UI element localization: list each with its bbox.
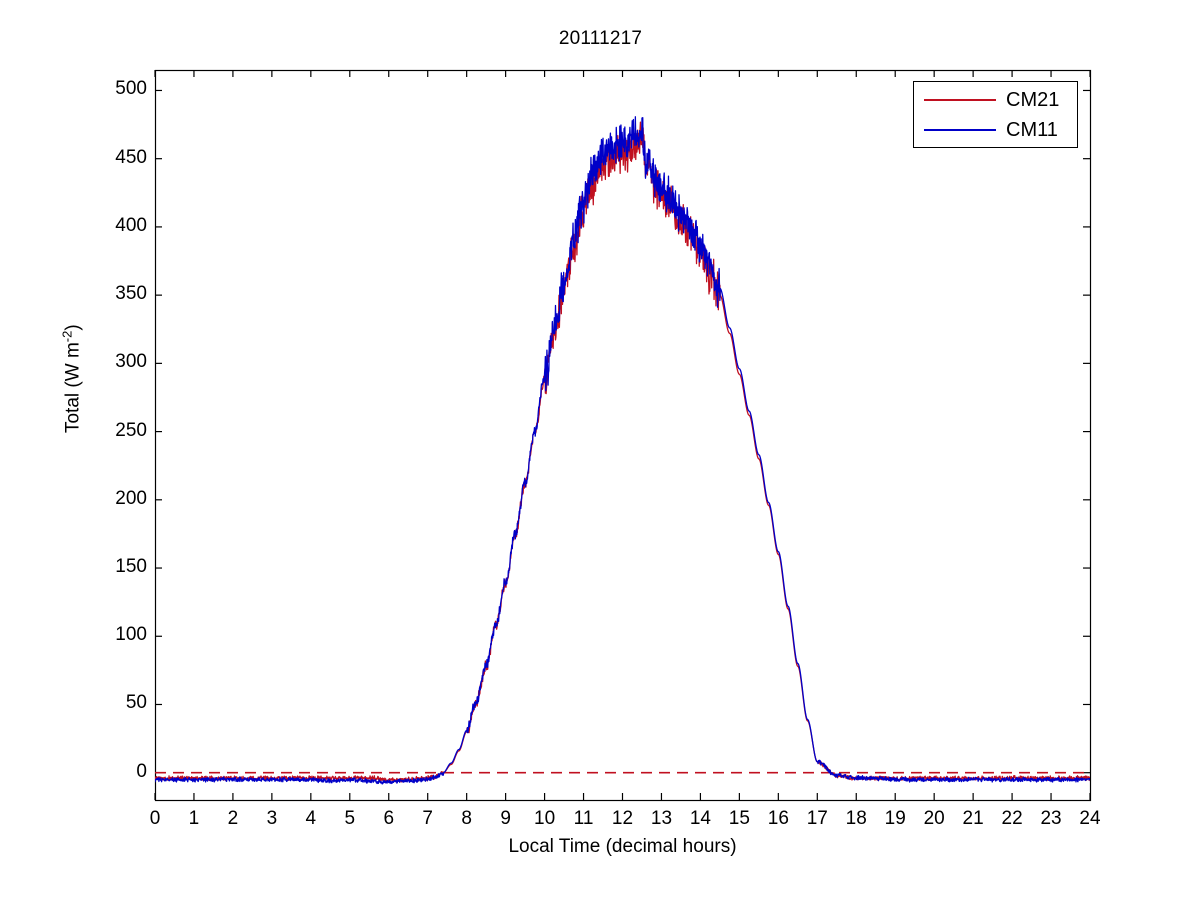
x-tick-label: 23	[1040, 808, 1062, 829]
data-series-layer	[155, 116, 1090, 785]
x-tick-label: 24	[1079, 808, 1101, 829]
x-tick-label: 16	[767, 808, 789, 829]
x-tick-label: 14	[689, 808, 711, 829]
x-tick-label: 7	[422, 808, 433, 829]
y-axis-label: Total (W m-2)	[59, 289, 84, 469]
x-axis-label: Local Time (decimal hours)	[508, 836, 737, 857]
legend-entry-cm11[interactable]: CM11	[914, 116, 1079, 144]
x-tick-label: 11	[573, 808, 594, 829]
axis-ticks	[154, 70, 1091, 800]
y-tick-label: 250	[115, 419, 147, 441]
x-tick-label: 17	[806, 808, 828, 829]
legend-swatch-cm21	[924, 99, 996, 101]
x-tick-label: 8	[461, 808, 472, 829]
x-tick-label: 18	[845, 808, 867, 829]
y-tick-label: 0	[136, 760, 147, 782]
y-axis-label-exponent: -2	[59, 330, 75, 343]
x-tick-label: 12	[611, 808, 634, 829]
x-tick-label: 9	[500, 808, 511, 829]
y-axis-label-base: Total (W m	[62, 342, 84, 434]
y-tick-label: 200	[115, 487, 147, 509]
x-tick-label: 3	[266, 808, 278, 829]
legend-label-cm11: CM11	[1006, 119, 1058, 141]
x-tick-label: 22	[1001, 808, 1023, 829]
x-tick-label: 21	[962, 808, 984, 829]
y-axis-label-close: )	[62, 324, 84, 331]
y-tick-label: 300	[115, 351, 147, 373]
y-tick-label: 350	[115, 283, 147, 305]
series-line-cm11	[155, 116, 1090, 785]
y-tick-label: 450	[115, 146, 147, 168]
x-tick-label: 10	[534, 808, 556, 829]
axes-box	[154, 69, 1092, 802]
x-tick-label: 6	[383, 808, 395, 829]
x-tick-label: 5	[344, 808, 356, 829]
x-tick-label: 4	[305, 808, 317, 829]
x-tick-label: 1	[188, 808, 200, 829]
x-tick-label: 19	[884, 808, 906, 829]
x-tick-label: 0	[149, 808, 161, 829]
x-tick-label: 20	[923, 808, 945, 829]
y-tick-label: 100	[115, 624, 147, 646]
x-tick-label: 13	[650, 808, 673, 829]
y-tick-label: 500	[115, 78, 147, 100]
x-tick-label: 2	[227, 808, 239, 829]
legend-label-cm21: CM21	[1006, 89, 1060, 111]
legend-entry-cm21[interactable]: CM21	[914, 86, 1079, 114]
legend-swatch-cm11	[924, 129, 996, 131]
series-line-cm21	[155, 121, 1090, 783]
legend[interactable]: CM21 CM11	[913, 81, 1078, 148]
y-tick-label: 400	[115, 214, 147, 236]
chart-title: 20111217	[558, 28, 643, 49]
y-tick-label: 50	[125, 692, 147, 714]
x-tick-label: 15	[728, 808, 750, 829]
y-tick-label: 150	[115, 556, 147, 578]
